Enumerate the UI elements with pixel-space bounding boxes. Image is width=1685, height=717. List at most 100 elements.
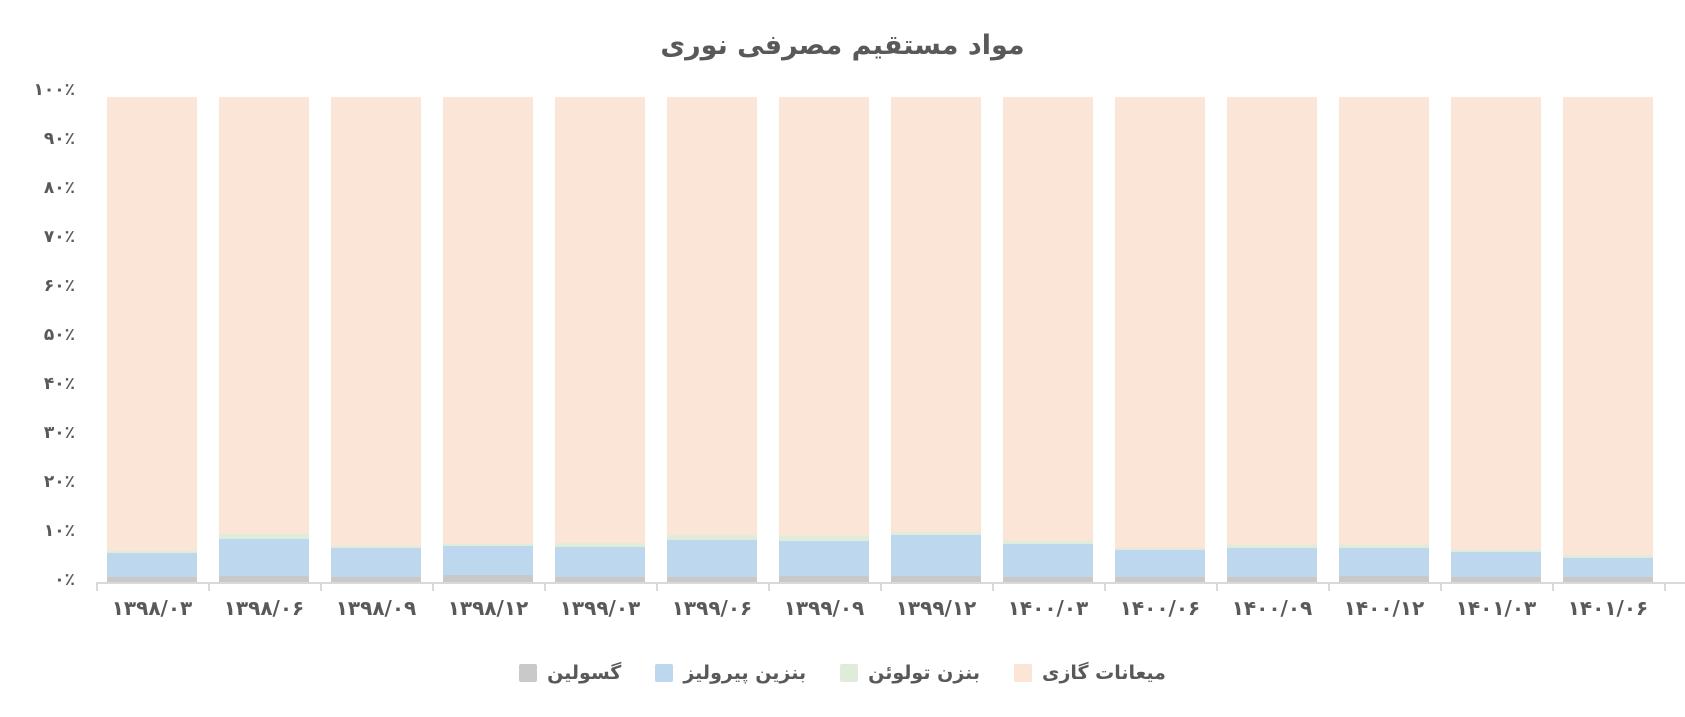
bar-segment[interactable] (1115, 577, 1205, 582)
stacked-bar[interactable] (107, 97, 197, 582)
bar-segment[interactable] (1451, 577, 1541, 582)
bar-segment[interactable] (779, 576, 869, 582)
bar-segment[interactable] (555, 542, 645, 547)
y-axis-tick-label: ۴۰٪ (43, 374, 75, 394)
bar-segment[interactable] (1115, 97, 1205, 548)
bar-segment[interactable] (1003, 543, 1093, 578)
bar-segment[interactable] (1227, 97, 1317, 545)
bar-segment[interactable] (107, 550, 197, 554)
bar-segment[interactable] (555, 577, 645, 582)
bar-segment[interactable] (1563, 97, 1653, 556)
bar-segment[interactable] (1227, 577, 1317, 582)
bar-segment[interactable] (667, 97, 757, 535)
bar-segment[interactable] (107, 553, 197, 578)
bar-segment[interactable] (1115, 547, 1205, 551)
bar-segment[interactable] (1339, 576, 1429, 582)
bar-segment[interactable] (1003, 540, 1093, 544)
bar-segment[interactable] (667, 539, 757, 578)
bar-segment[interactable] (555, 97, 645, 543)
stacked-bar[interactable] (891, 97, 981, 582)
stacked-bar[interactable] (667, 97, 757, 582)
bar-segment[interactable] (1227, 544, 1317, 548)
bar-slot (1552, 97, 1664, 582)
bar-segment[interactable] (219, 538, 309, 577)
y-axis-tick-label: ۸۰٪ (43, 178, 75, 198)
x-axis-tick (1328, 584, 1330, 591)
bar-slot (768, 97, 880, 582)
bar-segment[interactable] (331, 546, 421, 548)
bar-segment[interactable] (555, 546, 645, 578)
bar-segment[interactable] (1115, 550, 1205, 578)
stacked-bar[interactable] (1227, 97, 1317, 582)
stacked-bar[interactable] (1339, 97, 1429, 582)
x-axis-category-label: ۱۳۹۸/۰۶ (223, 596, 305, 620)
stacked-bar[interactable] (1115, 97, 1205, 582)
bar-segment[interactable] (891, 535, 981, 577)
legend-label: بنزن تولوئن (868, 662, 981, 684)
stacked-bar[interactable] (219, 97, 309, 582)
legend-item[interactable]: بنزین پیرولیز (655, 662, 806, 684)
bar-segment[interactable] (331, 97, 421, 547)
bar-segment[interactable] (1339, 547, 1429, 577)
bar-segment[interactable] (219, 576, 309, 582)
legend-item[interactable]: گسولین (519, 662, 621, 684)
stacked-bar[interactable] (443, 97, 533, 582)
bar-segment[interactable] (1451, 97, 1541, 550)
bar-slot (320, 97, 432, 582)
x-axis-tick (880, 584, 882, 591)
bar-segment[interactable] (331, 577, 421, 582)
x-axis-category-label: ۱۴۰۰/۱۲ (1343, 596, 1425, 620)
bar-segment[interactable] (1563, 555, 1653, 559)
bar-slot (1328, 97, 1440, 582)
x-axis-category-label: ۱۳۹۹/۰۳ (559, 596, 641, 620)
bar-segment[interactable] (779, 535, 869, 541)
bar-segment[interactable] (1563, 558, 1653, 578)
bar-segment[interactable] (667, 577, 757, 582)
bar-segment[interactable] (443, 97, 533, 545)
x-axis-category-label: ۱۳۹۹/۰۶ (671, 596, 753, 620)
bar-segment[interactable] (443, 575, 533, 582)
bar-segment[interactable] (667, 534, 757, 540)
legend-label: میعانات گازی (1042, 662, 1166, 684)
x-axis-tick (768, 584, 770, 591)
legend-item[interactable]: میعانات گازی (1014, 662, 1166, 684)
x-axis-tick (656, 584, 658, 591)
bar-segment[interactable] (891, 97, 981, 532)
stacked-bar[interactable] (1003, 97, 1093, 582)
bar-segment[interactable] (1563, 577, 1653, 582)
bar-segment[interactable] (219, 97, 309, 534)
bar-segment[interactable] (107, 97, 197, 551)
bar-segment[interactable] (891, 576, 981, 582)
x-axis-category-label: ۱۴۰۱/۰۶ (1567, 596, 1649, 620)
x-axis-line (96, 582, 1685, 584)
bar-segment[interactable] (1227, 547, 1317, 578)
bar-segment[interactable] (779, 540, 869, 577)
stacked-bar[interactable] (1563, 97, 1653, 582)
bar-segment[interactable] (1451, 552, 1541, 578)
y-axis-tick-label: ۱۰٪ (43, 521, 75, 541)
bar-segment[interactable] (1003, 97, 1093, 541)
bar-segment[interactable] (779, 97, 869, 536)
bar-segment[interactable] (1451, 549, 1541, 553)
bar-segment[interactable] (443, 544, 533, 546)
x-axis-category-label: ۱۳۹۸/۱۲ (447, 596, 529, 620)
legend-item[interactable]: بنزن تولوئن (840, 662, 980, 684)
legend-swatch (655, 664, 674, 682)
bar-segment[interactable] (1339, 97, 1429, 545)
bar-segment[interactable] (1003, 577, 1093, 582)
bar-segment[interactable] (331, 547, 421, 578)
stacked-bar[interactable] (1451, 97, 1541, 582)
x-axis-tick (320, 584, 322, 591)
bar-segment[interactable] (219, 534, 309, 539)
bar-segment[interactable] (443, 545, 533, 576)
stacked-bar[interactable] (779, 97, 869, 582)
y-axis-tick-label: ۳۰٪ (43, 423, 75, 443)
stacked-bar[interactable] (555, 97, 645, 582)
stacked-bar[interactable] (331, 97, 421, 582)
x-axis-tick (432, 584, 434, 591)
x-axis-category-label: ۱۴۰۰/۰۶ (1119, 596, 1201, 620)
bar-segment[interactable] (107, 577, 197, 582)
bar-segment[interactable] (891, 531, 981, 536)
bar-segment[interactable] (1339, 544, 1429, 548)
